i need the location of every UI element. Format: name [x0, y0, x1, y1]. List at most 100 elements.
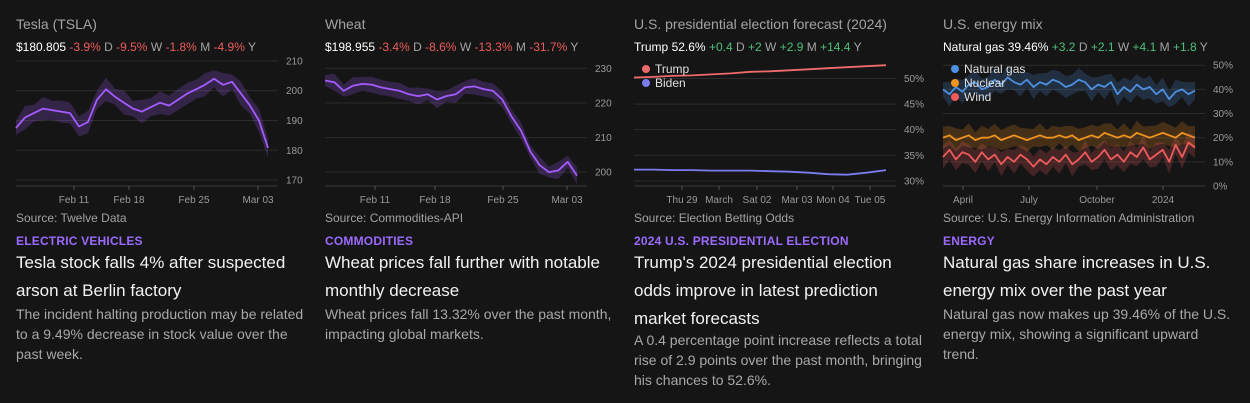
source-label: Source: U.S. Energy Information Administ…	[943, 211, 1195, 225]
summary-text: Wheat prices fall 13.32% over the past m…	[325, 306, 612, 342]
series-line-biden	[634, 168, 887, 176]
series-range-band	[16, 70, 268, 158]
legend-label-wind: Wind	[964, 90, 991, 104]
period-month: M	[515, 40, 526, 54]
legend-label-trump: Trump	[655, 62, 690, 76]
x-tick-label: Feb 25	[178, 195, 210, 206]
card-title: U.S. energy mix	[943, 16, 1043, 32]
legend-dot	[642, 65, 650, 73]
x-tick-label: Mar 03	[781, 195, 813, 206]
x-tick-label: Feb 11	[59, 195, 90, 206]
price-stats: Natural gas 39.46% +3.2 D +2.1 W +4.1 M …	[943, 40, 1208, 54]
legend-label-nuclear: Nuclear	[964, 76, 1005, 90]
change-week: -8.6%	[425, 40, 457, 54]
period-week: W	[150, 40, 163, 54]
y-tick-label: 190	[286, 116, 303, 127]
price-stats: Trump 52.6% +0.4 D +2 W +2.9 M +14.4 Y	[634, 40, 862, 54]
period-day: D	[104, 40, 113, 54]
category-link[interactable]: 2024 U.S. PRESIDENTIAL ELECTION	[634, 234, 849, 248]
y-tick-label: 0%	[1213, 182, 1228, 193]
market-card-election[interactable]: U.S. presidential election forecast (202…	[633, 0, 924, 403]
y-tick-label: 50%	[1213, 61, 1233, 72]
series-line-trump	[633, 64, 887, 79]
period-week: W	[459, 40, 472, 54]
change-day: +0.4	[708, 40, 733, 54]
y-tick-label: 30%	[904, 176, 924, 187]
y-tick-label: 170	[286, 176, 303, 187]
headline-link[interactable]: Wheat prices fall further with notable m…	[325, 253, 600, 300]
change-month: -1.8%	[165, 40, 197, 54]
series-line-wind	[942, 141, 1196, 168]
change-year: -4.9%	[213, 40, 245, 54]
x-tick-label: March	[705, 195, 733, 206]
legend-dot	[951, 65, 959, 73]
summary-text: Natural gas now makes up 39.46% of the U…	[943, 306, 1231, 362]
x-tick-label: Feb 18	[113, 195, 145, 206]
price-stats: $180.805 -3.9% D -9.5% W -1.8% M -4.9% Y	[16, 40, 256, 54]
period-day: D	[736, 40, 745, 54]
y-tick-label: 200	[286, 86, 303, 97]
category-link[interactable]: COMMODITIES	[325, 234, 414, 248]
change-day: -3.9%	[69, 40, 101, 54]
period-year: Y	[1199, 40, 1208, 54]
period-year: Y	[570, 40, 579, 54]
y-tick-label: 230	[595, 64, 612, 75]
x-tick-label: Sat 02	[743, 195, 772, 206]
x-tick-label: 2024	[1152, 195, 1175, 206]
summary-text: The incident halting production may be r…	[16, 306, 304, 362]
y-tick-label: 35%	[904, 151, 924, 162]
headline-link[interactable]: Trump's 2024 presidential election odds …	[634, 253, 892, 328]
change-year: +1.8	[1172, 40, 1197, 54]
leader-name: Trump	[634, 40, 669, 54]
market-card-wheat[interactable]: Wheat $198.955 -3.4% D -8.6% W -13.3% M …	[324, 0, 615, 403]
y-tick-label: 210	[286, 56, 303, 67]
legend-dot	[642, 79, 650, 87]
change-month: -13.3%	[474, 40, 513, 54]
summary-text: A 0.4 percentage point increase reflects…	[634, 332, 922, 388]
market-card-tesla[interactable]: Tesla (TSLA) $180.805 -3.9% D -9.5% W -1…	[15, 0, 306, 403]
y-tick-label: 45%	[904, 100, 924, 111]
price-value: $180.805	[16, 40, 67, 54]
series-line-price	[324, 79, 578, 177]
y-tick-label: 20%	[1213, 133, 1233, 144]
period-month: M	[1159, 40, 1170, 54]
change-week: +2	[748, 40, 762, 54]
x-tick-label: October	[1079, 195, 1115, 206]
y-tick-label: 180	[286, 146, 303, 157]
energy-mix-chart[interactable]: 50% 40% 30% 20% 10% 0% April July October 2024 Nat…	[942, 58, 1233, 206]
leader-value: 39.46%	[1007, 40, 1049, 54]
election-forecast-chart[interactable]: 50% 45% 40% 35% 30% Thu 29 March Sat 02 Mar 03 Mo…	[633, 58, 924, 206]
change-day: -3.4%	[378, 40, 410, 54]
market-card-energy[interactable]: U.S. energy mix Natural gas 39.46% +3.2 …	[942, 0, 1233, 403]
y-tick-label: 10%	[1213, 157, 1233, 168]
card-title: U.S. presidential election forecast (202…	[634, 16, 887, 32]
x-tick-label: Mar 03	[551, 195, 583, 206]
leader-name: Natural gas	[943, 40, 1005, 54]
series-line-nuclear	[942, 132, 1196, 141]
period-week: W	[765, 40, 777, 54]
y-tick-label: 200	[595, 168, 612, 179]
series-line-natural-gas	[942, 76, 1196, 100]
period-week: W	[1117, 40, 1130, 54]
card-title: Wheat	[325, 16, 366, 32]
series-range-band	[325, 73, 577, 185]
period-month: M	[806, 40, 817, 54]
tesla-price-chart[interactable]: 210 200 190 180 170 Feb 11 Feb 18 Feb 25 Mar 03	[15, 56, 306, 206]
headline-link[interactable]: Tesla stock falls 4% after suspected ars…	[16, 253, 286, 300]
source-label: Source: Election Betting Odds	[634, 211, 795, 225]
category-link[interactable]: ENERGY	[943, 234, 995, 248]
x-tick-label: Mon 04	[816, 195, 850, 206]
legend-label-natural-gas: Natural gas	[964, 62, 1025, 76]
leader-value: 52.6%	[671, 40, 706, 54]
legend-dot	[951, 79, 959, 87]
category-link[interactable]: ELECTRIC VEHICLES	[16, 234, 143, 248]
card-title: Tesla (TSLA)	[16, 16, 97, 32]
change-month: +4.1	[1132, 40, 1157, 54]
x-tick-label: Feb 18	[419, 195, 451, 206]
y-tick-label: 40%	[904, 125, 924, 136]
wheat-price-chart[interactable]: 230 220 210 200 Feb 11 Feb 18 Feb 25 Mar 03	[324, 58, 615, 206]
headline-link[interactable]: Natural gas share increases in U.S. ener…	[943, 253, 1211, 300]
x-tick-label: Feb 11	[360, 195, 391, 206]
x-tick-label: Feb 25	[487, 195, 519, 206]
change-year: -31.7%	[529, 40, 568, 54]
